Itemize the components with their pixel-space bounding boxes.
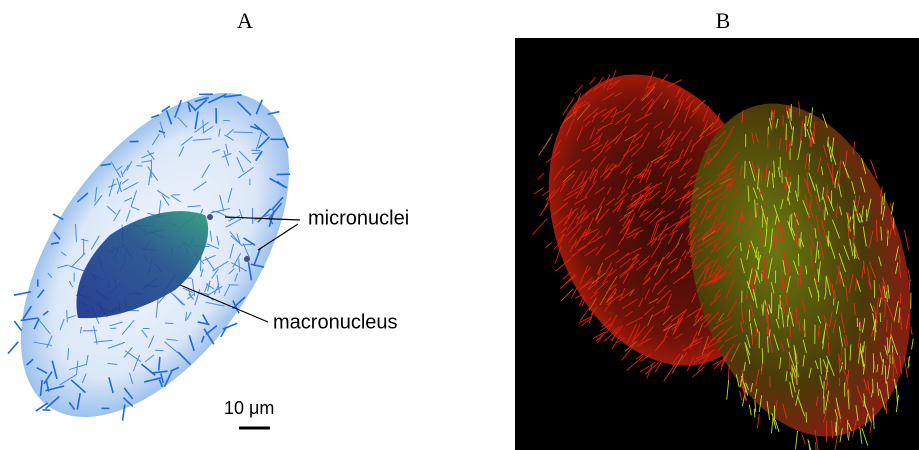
figure: A B micronuclei macronucleus 10 μm [0, 0, 919, 450]
cilium [850, 344, 851, 360]
cilium [767, 128, 768, 148]
cilium [159, 357, 160, 370]
cilium [67, 310, 68, 322]
cilium [853, 238, 854, 248]
cilium [8, 342, 18, 354]
cilium [767, 326, 768, 335]
cilium [749, 242, 750, 251]
cilium [14, 321, 21, 331]
panel-label: A [237, 8, 253, 33]
cilium [233, 132, 253, 133]
panel-a-image [0, 46, 343, 450]
micronucleus [244, 256, 250, 262]
cilium [768, 127, 769, 135]
cilium [754, 409, 755, 418]
annotation: macronucleus [273, 311, 398, 333]
panel-label: B [716, 8, 731, 33]
annotation: micronuclei [308, 207, 409, 229]
cilium [763, 268, 764, 276]
cilium [866, 209, 867, 221]
cilium [818, 250, 819, 259]
cilium [842, 346, 843, 361]
cilium [752, 334, 753, 345]
cilium [885, 300, 886, 317]
cilium [242, 244, 252, 245]
cilium [762, 348, 763, 363]
micronucleus [207, 214, 213, 220]
cilium [797, 353, 798, 374]
cilium [887, 320, 888, 332]
scale-bar-label: 10 μm [224, 398, 274, 418]
